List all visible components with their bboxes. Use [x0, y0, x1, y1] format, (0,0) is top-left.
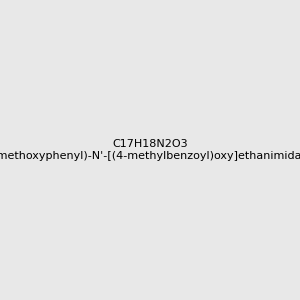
Text: C17H18N2O3
2-(2-methoxyphenyl)-N'-[(4-methylbenzoyl)oxy]ethanimidamide: C17H18N2O3 2-(2-methoxyphenyl)-N'-[(4-me… [0, 139, 300, 161]
